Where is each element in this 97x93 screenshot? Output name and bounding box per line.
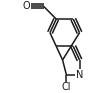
Text: O: O [22, 1, 30, 11]
Text: N: N [76, 70, 83, 80]
Text: Cl: Cl [62, 82, 71, 92]
